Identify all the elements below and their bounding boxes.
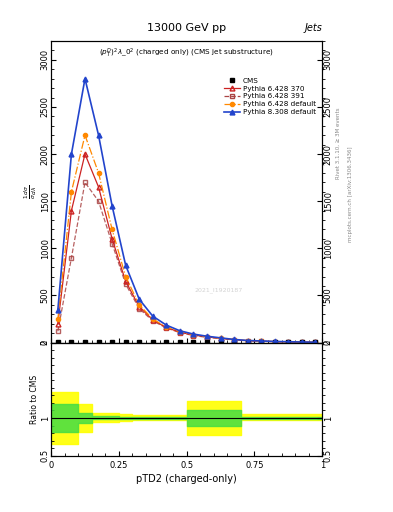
Legend: CMS, Pythia 6.428 370, Pythia 6.428 391, Pythia 6.428 default, Pythia 8.308 defa: CMS, Pythia 6.428 370, Pythia 6.428 391,… [221, 75, 319, 118]
Text: $(p_T^D)^2\lambda\_0^2$ (charged only) (CMS jet substructure): $(p_T^D)^2\lambda\_0^2$ (charged only) (… [99, 47, 274, 60]
X-axis label: pTD2 (charged-only): pTD2 (charged-only) [136, 474, 237, 484]
Text: Rivet 3.1.10, ≥ 3M events: Rivet 3.1.10, ≥ 3M events [336, 108, 341, 179]
Text: 13000 GeV pp: 13000 GeV pp [147, 23, 226, 33]
Text: 2021_I1920187: 2021_I1920187 [195, 287, 243, 293]
Y-axis label: $\frac{1}{\sigma}\frac{d\sigma}{d\lambda}$: $\frac{1}{\sigma}\frac{d\sigma}{d\lambda… [23, 185, 39, 199]
Text: mcplots.cern.ch [arXiv:1306.3436]: mcplots.cern.ch [arXiv:1306.3436] [348, 147, 353, 242]
Y-axis label: Ratio to CMS: Ratio to CMS [30, 375, 39, 424]
Text: Jets: Jets [305, 23, 322, 33]
